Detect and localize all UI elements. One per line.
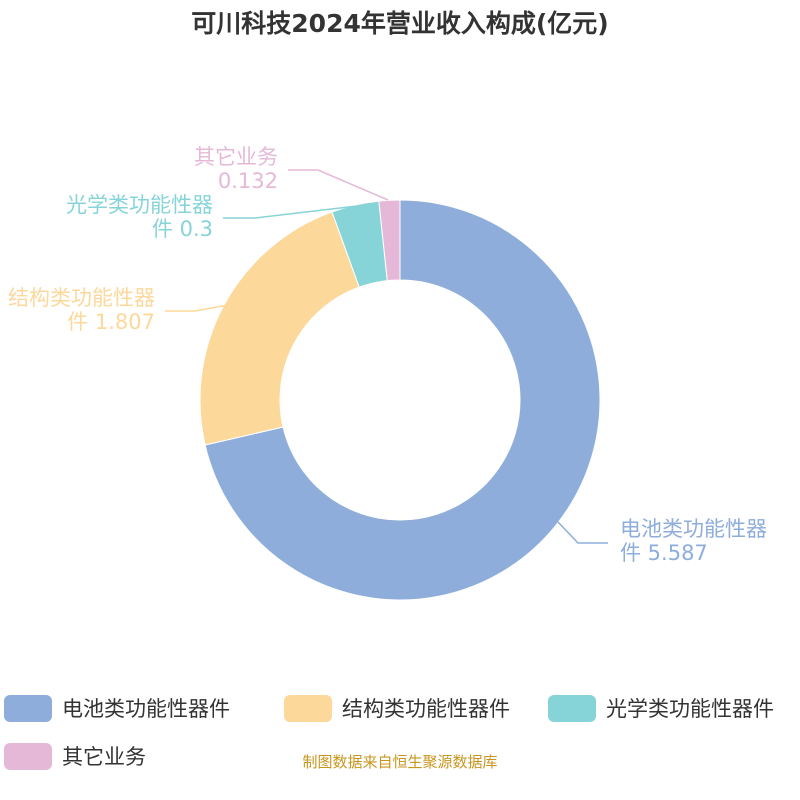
donut-slice-battery[interactable]: [204, 199, 601, 601]
label-line: 光学类功能性器: [66, 193, 213, 217]
label-line: 其它业务: [194, 145, 278, 169]
leader-line-other: [288, 169, 389, 201]
data-label-battery: 电池类功能性器 件 5.587: [620, 517, 767, 565]
label-value: 件 5.587: [620, 541, 708, 565]
data-label-structure: 结构类功能性器 件 1.807: [8, 286, 155, 334]
legend-swatch: [4, 742, 52, 770]
data-label-optical: 光学类功能性器 件 0.3: [66, 193, 213, 241]
legend-item-structure[interactable]: 结构类功能性器件: [284, 693, 510, 723]
legend-label: 其它业务: [62, 745, 146, 769]
label-line: 电池类功能性器: [620, 517, 767, 541]
leader-line-optical: [223, 205, 358, 219]
data-label-other: 其它业务 0.132: [194, 145, 278, 193]
label-line: 结构类功能性器: [8, 286, 155, 310]
source-footer: 制图数据来自恒生聚源数据库: [302, 753, 498, 771]
legend-item-battery[interactable]: 电池类功能性器件: [4, 693, 230, 723]
chart-title: 可川科技2024年营业收入构成(亿元): [191, 9, 609, 38]
legend-swatch: [284, 694, 332, 722]
legend-item-other[interactable]: 其它业务: [4, 741, 146, 771]
legend-label: 光学类功能性器件: [606, 697, 774, 721]
legend-swatch: [4, 694, 52, 722]
legend-label: 电池类功能性器件: [62, 697, 230, 721]
label-value: 件 1.807: [67, 310, 155, 334]
legend-swatch: [548, 694, 596, 722]
leader-line-structure: [165, 304, 229, 312]
leader-line-battery: [557, 521, 608, 544]
donut-slice-other[interactable]: [378, 199, 401, 282]
label-value: 0.132: [217, 169, 278, 193]
legend-item-optical[interactable]: 光学类功能性器件: [548, 693, 774, 723]
donut-slice-structure[interactable]: [199, 211, 360, 446]
legend-label: 结构类功能性器件: [342, 697, 510, 721]
label-value: 件 0.3: [151, 217, 213, 241]
